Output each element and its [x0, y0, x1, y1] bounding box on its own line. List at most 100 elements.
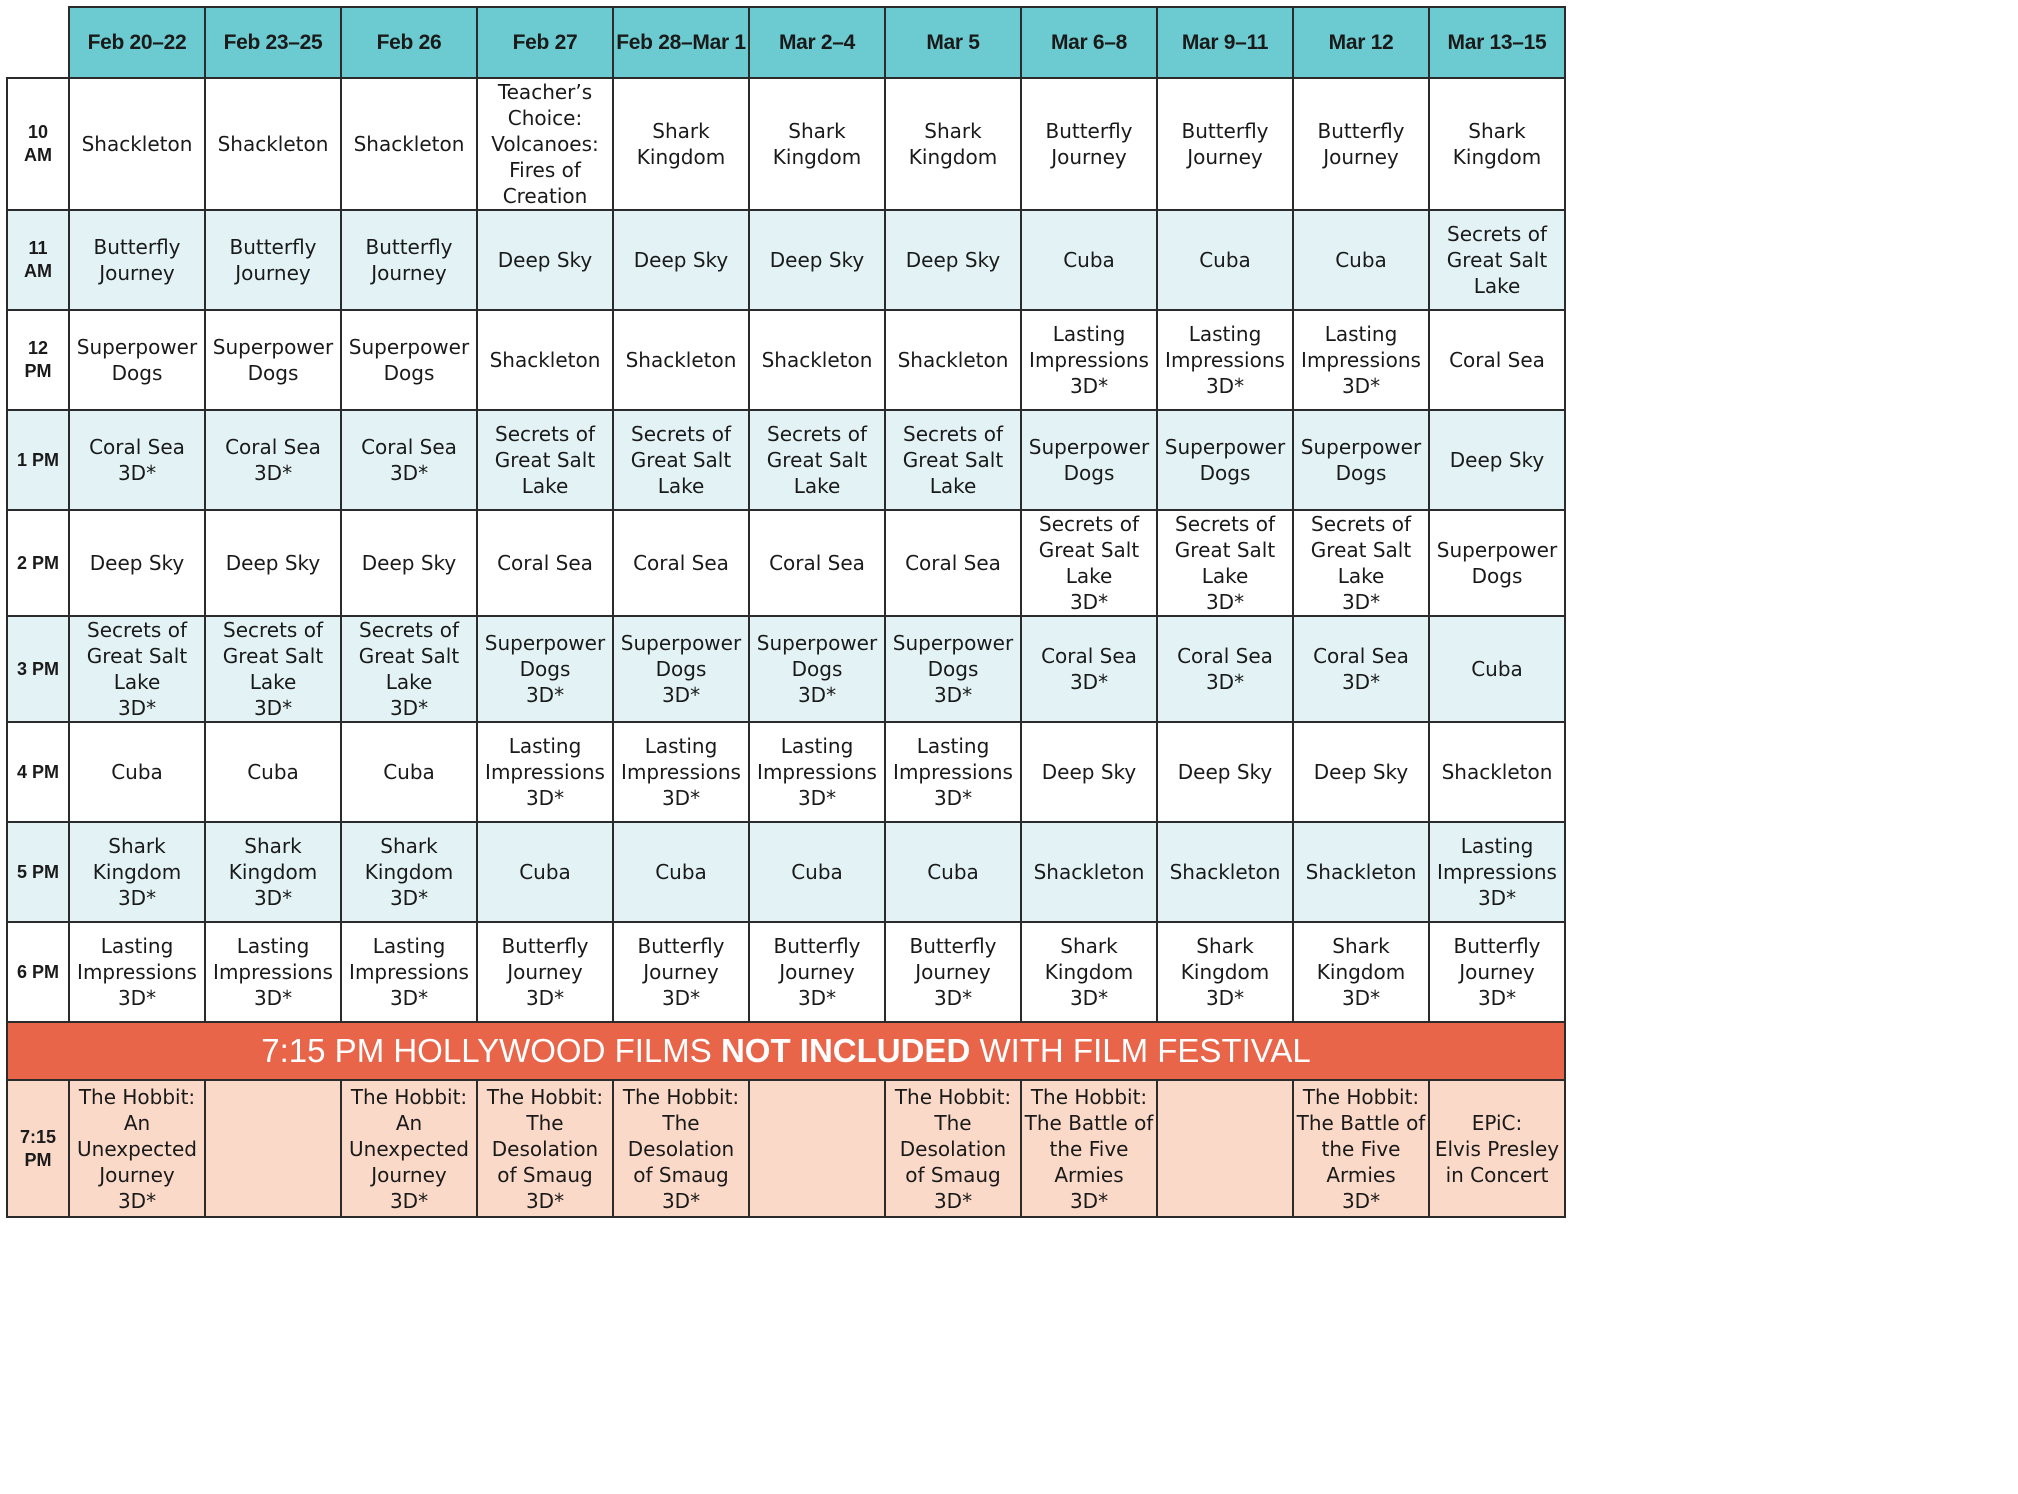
film-title: The Hobbit: An Unexpected Journey 3D*: [77, 1084, 197, 1213]
date-header: Feb 20–22: [68, 6, 206, 79]
film-cell: Cuba: [476, 821, 614, 923]
film-title: Shark Kingdom: [772, 119, 862, 169]
film-cell: Secrets of Great Salt Lake 3D*: [204, 615, 342, 723]
film-cell: Lasting Impressions 3D*: [612, 721, 750, 823]
film-cell: Lasting Impressions 3D*: [340, 921, 478, 1023]
film-title: Secrets of Great Salt Lake 3D*: [358, 618, 460, 720]
film-cell: Secrets of Great Salt Lake: [476, 409, 614, 511]
film-title: Deep Sky: [497, 248, 593, 272]
film-title: Coral Sea 3D*: [1041, 644, 1137, 694]
film-cell: Coral Sea 3D*: [68, 409, 206, 511]
film-title: Cuba: [1471, 657, 1523, 681]
film-cell: Secrets of Great Salt Lake: [884, 409, 1022, 511]
film-cell: Butterfly Journey: [340, 209, 478, 311]
date-header: Feb 23–25: [204, 6, 342, 79]
film-cell: Lasting Impressions 3D*: [1292, 309, 1430, 411]
time-text: 7:15 PM: [19, 1126, 57, 1170]
film-cell: Coral Sea 3D*: [1292, 615, 1430, 723]
film-title: Cuba: [383, 760, 435, 784]
film-title: Shark Kingdom: [636, 119, 726, 169]
time-slot-row: 3 PM Secrets of Great Salt Lake 3D* Secret…: [6, 615, 1566, 723]
film-cell: Cuba: [884, 821, 1022, 923]
film-title: Butterfly Journey: [365, 235, 453, 285]
film-title: EPiC: Elvis Presley in Concert: [1434, 1110, 1560, 1187]
film-title: Shackleton: [1441, 760, 1553, 784]
film-cell: Secrets of Great Salt Lake 3D*: [1020, 509, 1158, 617]
time-slot-row: 2 PM Deep Sky Deep Sky Deep Sky Coral Sea Cor…: [6, 509, 1566, 617]
film-cell: Coral Sea 3D*: [204, 409, 342, 511]
evening-film-cell: [748, 1079, 886, 1218]
film-cell: Coral Sea 3D*: [340, 409, 478, 511]
film-cell: Lasting Impressions 3D*: [1156, 309, 1294, 411]
evening-film-cell: The Hobbit: The Desolation of Smaug 3D*: [476, 1079, 614, 1218]
film-cell: Shackleton: [1292, 821, 1430, 923]
film-cell: Cuba: [1292, 209, 1430, 311]
film-cell: Butterfly Journey 3D*: [476, 921, 614, 1023]
film-cell: Cuba: [68, 721, 206, 823]
film-title: Deep Sky: [1313, 760, 1409, 784]
film-title: Cuba: [1063, 248, 1115, 272]
film-cell: Shackleton: [612, 309, 750, 411]
film-title: Secrets of Great Salt Lake: [1446, 222, 1548, 298]
film-cell: Superpower Dogs 3D*: [748, 615, 886, 723]
hollywood-films-banner: 7:15 PM HOLLYWOOD FILMS NOT INCLUDED WIT…: [6, 1021, 1566, 1081]
film-title: Butterfly Journey: [1045, 119, 1133, 169]
film-cell: Secrets of Great Salt Lake 3D*: [340, 615, 478, 723]
film-title: Secrets of Great Salt Lake: [494, 422, 596, 498]
film-title: Superpower Dogs: [76, 335, 198, 385]
film-title: Superpower Dogs 3D*: [756, 631, 878, 707]
film-cell: Shackleton: [748, 309, 886, 411]
time-text: 12 PM: [24, 338, 52, 381]
film-title: Deep Sky: [1449, 448, 1545, 472]
film-title: Secrets of Great Salt Lake: [766, 422, 868, 498]
film-cell: Shark Kingdom 3D*: [340, 821, 478, 923]
film-cell: Deep Sky: [612, 209, 750, 311]
evening-films-row: 7:15 PM The Hobbit: An Unexpected Journey…: [6, 1079, 1566, 1218]
film-cell: Cuba: [1156, 209, 1294, 311]
film-cell: Cuba: [612, 821, 750, 923]
film-title: Superpower Dogs: [1436, 538, 1558, 588]
time-slot-row: 12 PM Superpower Dogs Superpower Dogs Super…: [6, 309, 1566, 411]
film-title: Secrets of Great Salt Lake 3D*: [1038, 512, 1140, 614]
film-cell: Superpower Dogs: [1156, 409, 1294, 511]
film-title: Secrets of Great Salt Lake: [630, 422, 732, 498]
evening-film-cell: The Hobbit: An Unexpected Journey 3D*: [340, 1079, 478, 1218]
film-title: Butterfly Journey 3D*: [637, 934, 725, 1010]
time-text: 5 PM: [16, 861, 59, 882]
film-cell: Teacher’s Choice: Volcanoes: Fires of Cr…: [476, 77, 614, 211]
film-title: Shackleton: [761, 348, 873, 372]
film-title: Shark Kingdom 3D*: [1044, 934, 1134, 1010]
time-label: 2 PM: [6, 509, 70, 617]
time-label: 11 AM: [6, 209, 70, 311]
film-title: Shackleton: [625, 348, 737, 372]
film-title: Secrets of Great Salt Lake 3D*: [1310, 512, 1412, 614]
film-cell: Secrets of Great Salt Lake: [748, 409, 886, 511]
film-title: Shark Kingdom 3D*: [228, 834, 318, 910]
film-cell: Butterfly Journey 3D*: [612, 921, 750, 1023]
film-title: Lasting Impressions 3D*: [893, 734, 1013, 810]
film-title: Secrets of Great Salt Lake: [902, 422, 1004, 498]
film-cell: Shackleton: [1428, 721, 1566, 823]
film-cell: Cuba: [204, 721, 342, 823]
film-title: Shackleton: [1169, 860, 1281, 884]
time-label: 4 PM: [6, 721, 70, 823]
film-cell: Butterfly Journey 3D*: [884, 921, 1022, 1023]
film-title: Coral Sea 3D*: [361, 435, 457, 485]
film-title: The Hobbit: The Desolation of Smaug 3D*: [486, 1084, 604, 1213]
film-cell: Superpower Dogs: [204, 309, 342, 411]
time-slot-row: 6 PM Lasting Impressions 3D* Lasting Impre…: [6, 921, 1566, 1023]
date-header: Mar 2–4: [748, 6, 886, 79]
film-cell: Deep Sky: [476, 209, 614, 311]
film-cell: Shackleton: [476, 309, 614, 411]
film-title: Cuba: [111, 760, 163, 784]
film-cell: Shark Kingdom: [1428, 77, 1566, 211]
date-header: Mar 6–8: [1020, 6, 1158, 79]
film-cell: Superpower Dogs 3D*: [612, 615, 750, 723]
film-title: Deep Sky: [1177, 760, 1273, 784]
film-title: Superpower Dogs 3D*: [620, 631, 742, 707]
film-title: Lasting Impressions 3D*: [621, 734, 741, 810]
film-cell: Cuba: [340, 721, 478, 823]
film-cell: Superpower Dogs: [68, 309, 206, 411]
time-text: 10 AM: [24, 122, 52, 165]
date-header: Mar 12: [1292, 6, 1430, 79]
